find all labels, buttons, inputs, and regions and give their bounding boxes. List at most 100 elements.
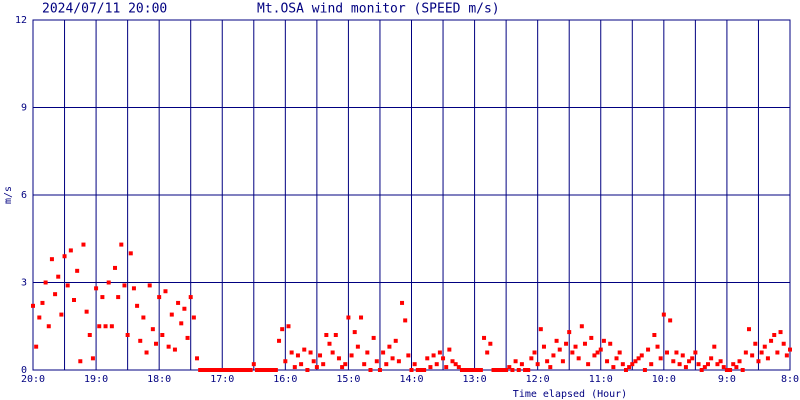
data-point: [765, 356, 770, 361]
data-point: [116, 295, 121, 300]
data-point: [340, 365, 345, 370]
data-point: [472, 368, 477, 372]
data-point: [62, 254, 67, 259]
data-point: [349, 353, 354, 358]
data-point: [447, 347, 452, 352]
data-point: [49, 257, 54, 262]
data-point: [210, 368, 215, 372]
data-point: [207, 368, 212, 372]
data-point: [513, 359, 518, 364]
data-point: [579, 324, 584, 329]
data-point: [185, 335, 190, 340]
data-point: [459, 368, 464, 372]
data-point: [330, 350, 335, 355]
data-point: [403, 318, 408, 323]
data-point: [204, 368, 209, 372]
data-point: [273, 368, 278, 372]
data-point: [109, 324, 114, 329]
data-point: [213, 368, 218, 372]
data-point: [658, 356, 663, 361]
data-point: [683, 365, 688, 370]
data-point: [582, 341, 587, 346]
data-point: [56, 274, 61, 279]
data-point: [336, 356, 341, 361]
data-point: [346, 315, 351, 320]
data-point: [122, 283, 127, 288]
data-point: [232, 368, 237, 372]
data-point: [40, 300, 45, 305]
data-point: [633, 359, 638, 364]
data-point: [415, 368, 420, 372]
data-point: [680, 353, 685, 358]
data-point: [163, 289, 168, 294]
data-point: [639, 353, 644, 358]
data-point: [150, 327, 155, 332]
data-point: [305, 368, 310, 372]
data-point: [586, 362, 591, 367]
data-point: [220, 368, 225, 372]
data-point: [589, 335, 594, 340]
data-point: [724, 368, 729, 372]
data-point: [431, 353, 436, 358]
data-point: [595, 350, 600, 355]
data-point: [620, 362, 625, 367]
y-tick-label: 6: [21, 190, 27, 201]
data-point: [557, 347, 562, 352]
data-point: [46, 324, 51, 329]
data-point: [59, 312, 64, 317]
data-point: [428, 365, 433, 370]
data-point: [778, 330, 783, 335]
x-axis-label: Time elapsed (Hour): [513, 389, 627, 400]
chart-title: Mt.OSA wind monitor (SPEED m/s): [257, 2, 500, 17]
x-tick-label: 10:0: [652, 374, 676, 385]
data-point: [195, 356, 200, 361]
data-point: [437, 350, 442, 355]
data-point: [355, 344, 360, 349]
data-point: [172, 347, 177, 352]
data-point: [409, 368, 414, 372]
data-point: [34, 344, 39, 349]
data-point: [510, 368, 515, 372]
data-point: [532, 350, 537, 355]
data-point: [699, 368, 704, 372]
data-point: [68, 248, 73, 253]
data-point: [545, 359, 550, 364]
data-point: [119, 242, 124, 247]
data-point: [696, 362, 701, 367]
data-point: [43, 280, 48, 285]
data-point: [245, 368, 250, 372]
data-point: [762, 344, 767, 349]
data-point: [535, 362, 540, 367]
data-point: [103, 324, 108, 329]
data-point: [81, 242, 86, 247]
data-point: [627, 365, 632, 370]
data-point: [775, 350, 780, 355]
data-point: [469, 368, 474, 372]
data-point: [270, 368, 275, 372]
data-point: [90, 356, 95, 361]
data-point: [387, 344, 392, 349]
data-point: [478, 368, 483, 372]
data-point: [318, 353, 323, 358]
data-point: [229, 368, 234, 372]
data-point: [377, 368, 382, 372]
data-point: [359, 315, 364, 320]
x-tick-label: 12:0: [526, 374, 550, 385]
data-point: [226, 368, 231, 372]
data-point: [482, 335, 487, 340]
data-point: [236, 368, 241, 372]
data-point: [75, 268, 80, 273]
data-point: [267, 368, 272, 372]
x-tick-label: 13:0: [463, 374, 487, 385]
data-point: [125, 333, 130, 337]
data-point: [674, 350, 679, 355]
x-tick-label: 15:0: [336, 374, 360, 385]
data-point: [406, 353, 411, 358]
data-point: [289, 350, 294, 355]
data-point: [343, 362, 348, 367]
data-point: [781, 341, 786, 346]
x-tick-label: 8:0: [781, 374, 799, 385]
data-point: [668, 318, 673, 323]
data-point: [784, 353, 789, 358]
data-point: [299, 362, 304, 367]
